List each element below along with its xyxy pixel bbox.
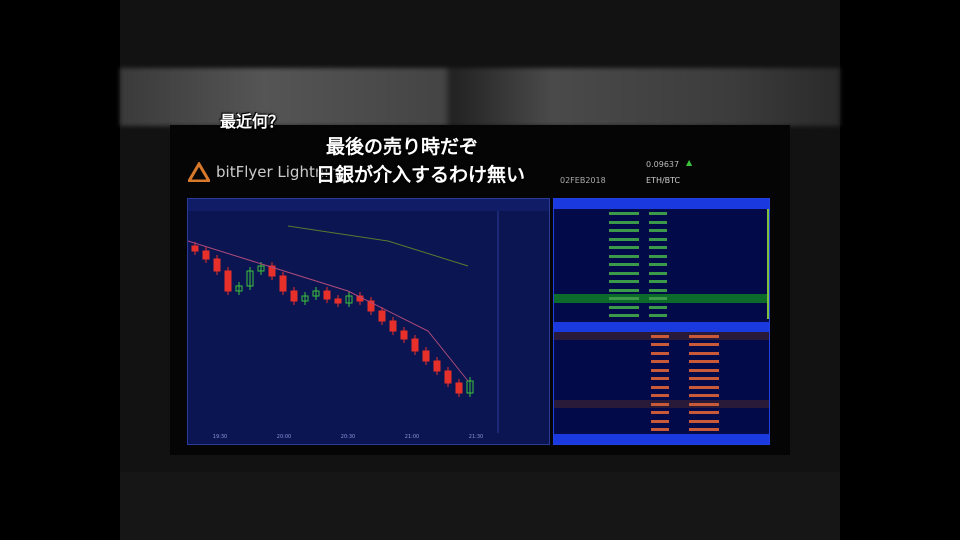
up-arrow-icon: ▲ (686, 158, 693, 167)
order-row[interactable] (554, 383, 769, 392)
order-row[interactable] (554, 294, 769, 303)
order-row[interactable] (554, 331, 769, 340)
order-row[interactable] (554, 425, 769, 434)
order-row[interactable] (554, 243, 769, 252)
order-row[interactable] (554, 349, 769, 358)
time-label: 21:00 (404, 434, 420, 440)
mid-price-bar (554, 321, 769, 332)
order-row[interactable] (554, 391, 769, 400)
candle (367, 300, 375, 312)
candle (312, 290, 320, 297)
order-row[interactable] (554, 209, 769, 218)
order-row[interactable] (554, 277, 769, 286)
candle (455, 382, 463, 394)
candle (246, 270, 254, 287)
order-row[interactable] (554, 260, 769, 269)
order-row[interactable] (554, 235, 769, 244)
candle (334, 298, 342, 304)
order-row[interactable] (554, 226, 769, 235)
candle (191, 245, 199, 252)
candle (224, 270, 232, 292)
candle (389, 320, 397, 332)
candle (235, 285, 243, 292)
date-label: 02FEB2018 (560, 176, 606, 185)
candle (400, 330, 408, 340)
order-row[interactable] (554, 399, 769, 408)
candle (411, 338, 419, 352)
order-row[interactable] (554, 269, 769, 278)
bid-rows (554, 209, 769, 320)
time-label: 21:30 (468, 434, 484, 440)
order-book[interactable] (553, 198, 770, 445)
price-chart[interactable]: 19:30 20:00 20:30 21:00 21:30 (187, 198, 550, 445)
order-row[interactable] (554, 417, 769, 426)
candle (257, 265, 265, 272)
order-row[interactable] (554, 286, 769, 295)
moving-average-line (287, 225, 469, 267)
candle (301, 295, 309, 302)
candle (323, 290, 331, 300)
order-row[interactable] (554, 311, 769, 320)
time-label: 20:30 (340, 434, 356, 440)
order-row[interactable] (554, 357, 769, 366)
order-book-header (554, 199, 769, 209)
app-name: bitFlyer Lightning (216, 163, 348, 181)
order-row[interactable] (554, 218, 769, 227)
candle (433, 360, 441, 372)
order-book-footer (554, 434, 769, 444)
band-line (187, 240, 469, 382)
order-row[interactable] (554, 340, 769, 349)
bottom-bar (120, 472, 840, 540)
caption-line1: 最後の売り時だぞ (326, 136, 479, 158)
candle (345, 295, 353, 304)
candle (202, 250, 210, 260)
candle (290, 290, 298, 302)
candle (268, 265, 276, 277)
candle (422, 350, 430, 362)
eth-btc-price: 0.09637 (646, 160, 680, 169)
candle (378, 310, 386, 322)
eth-btc-label[interactable]: ETH/BTC (646, 176, 681, 185)
candle (444, 370, 452, 384)
chart-toolbar (188, 199, 549, 211)
bitflyer-logo[interactable]: bitFlyer Lightning (188, 162, 348, 182)
caption-line2: 日銀が介入するわけ無い (316, 164, 526, 186)
caption-top: 最近何？ (220, 112, 285, 131)
candlestick-plot (187, 211, 499, 433)
time-label: 20:00 (276, 434, 292, 440)
candle (466, 380, 474, 394)
order-row[interactable] (554, 408, 769, 417)
candle (213, 258, 221, 272)
order-row[interactable] (554, 366, 769, 375)
scrollbar[interactable] (767, 209, 769, 319)
blurred-browser-bar (120, 68, 840, 126)
order-row[interactable] (554, 252, 769, 261)
candle (279, 275, 287, 292)
triangle-logo-icon (188, 162, 210, 182)
order-row[interactable] (554, 303, 769, 312)
order-row[interactable] (554, 374, 769, 383)
ask-rows (554, 331, 769, 443)
time-label: 19:30 (212, 434, 228, 440)
